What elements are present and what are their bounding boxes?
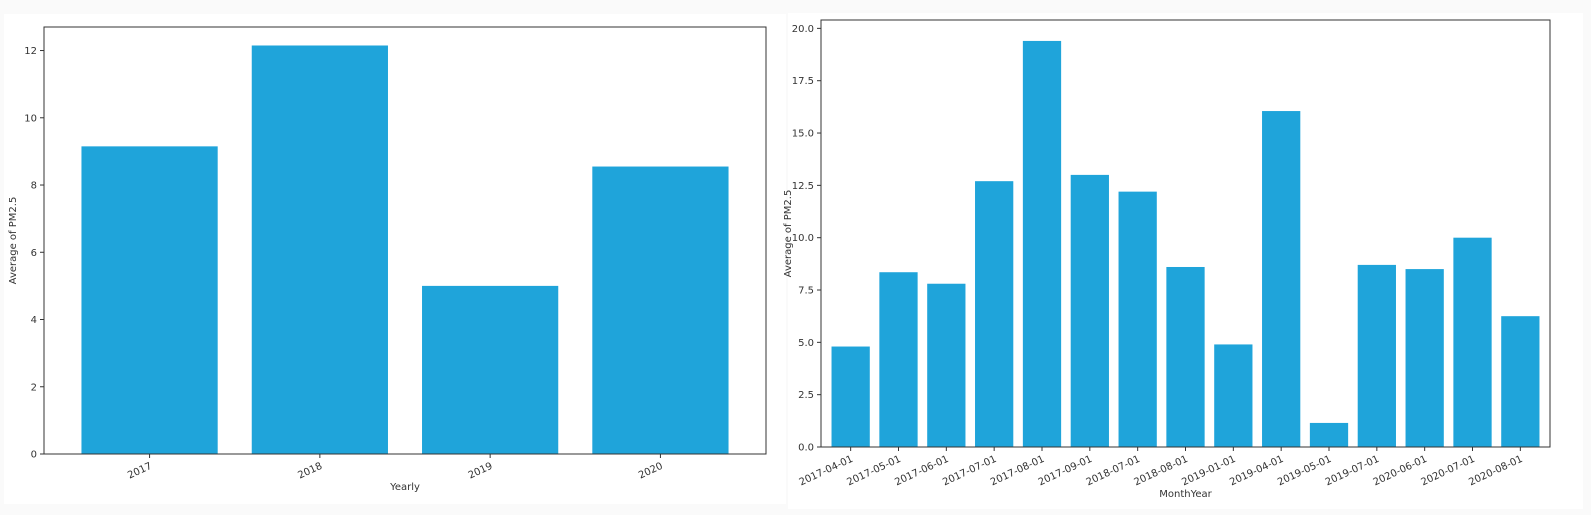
bar-2020	[592, 166, 729, 454]
y-tick-label: 10.0	[792, 233, 814, 244]
bar-2019	[422, 285, 559, 454]
bar-2019-01-01	[1214, 344, 1253, 447]
bar-2017-05-01	[879, 272, 918, 447]
bar-2017	[81, 146, 218, 454]
x-tick-label: 2017-05-01	[845, 454, 902, 489]
y-tick-label: 20.0	[792, 24, 814, 35]
bar-2018	[251, 45, 388, 454]
y-tick-label: 15.0	[792, 129, 814, 140]
bar-2019-04-01	[1262, 111, 1301, 448]
x-tick-label: 2019-05-01	[1276, 454, 1333, 489]
x-tick-label: 2019-04-01	[1228, 454, 1285, 489]
y-tick-label: 12.5	[792, 181, 814, 192]
x-tick-label: 2018-07-01	[1085, 454, 1142, 489]
x-tick-label: 2017-07-01	[941, 454, 998, 489]
x-tick-label: 2017-09-01	[1037, 454, 1094, 489]
y-tick-label: 5.0	[798, 338, 814, 349]
x-axis-label: MonthYear	[1159, 489, 1212, 500]
x-tick-label: 2018-08-01	[1132, 454, 1189, 489]
yearly-chart-panel: 0 2 4 6 8 10 12 2017 2018 2019 2020 Yearly Average o…	[4, 14, 786, 504]
x-tick-label: 2019-07-01	[1324, 454, 1381, 489]
y-tick-label: 8	[31, 181, 37, 192]
x-tick-label: 2019-01-01	[1180, 454, 1237, 489]
bar-2020-06-01	[1405, 269, 1444, 447]
x-tick-label: 2018	[296, 461, 324, 482]
x-tick-label: 2017-08-01	[989, 454, 1046, 489]
x-tick-label: 2020-08-01	[1467, 454, 1524, 489]
bar-2019-05-01	[1309, 422, 1349, 447]
x-tick-label: 2020-06-01	[1372, 454, 1429, 489]
bar-2017-09-01	[1070, 174, 1109, 447]
x-tick-label: 2020-07-01	[1419, 454, 1476, 489]
monthly-chart-panel: 0.0 2.5 5.0 7.5 10.0 12.5 15.0 17.5 20.0 2017-04-…	[783, 13, 1583, 509]
bar-2020-08-01	[1501, 316, 1540, 447]
x-tick-label: 2020	[637, 461, 665, 482]
y-tick-label: 0.0	[798, 443, 814, 454]
bar-2018-07-01	[1118, 191, 1157, 447]
bar-2018-08-01	[1166, 266, 1205, 447]
y-axis-label: Average of PM2.5	[8, 197, 19, 285]
y-axis-label: Average of PM2.5	[783, 190, 794, 278]
y-tick-label: 2.5	[798, 390, 814, 401]
y-tick-label: 2	[31, 382, 37, 393]
yearly-pm25-bar-chart: 0 2 4 6 8 10 12 2017 2018 2019 2020 Yearly Average o…	[8, 26, 767, 493]
x-axis-label: Yearly	[389, 482, 420, 493]
monthly-pm25-bar-chart: 0.0 2.5 5.0 7.5 10.0 12.5 15.0 17.5 20.0 2017-04-…	[783, 19, 1551, 500]
x-tick-label: 2017-04-01	[798, 454, 855, 489]
y-tick-label: 17.5	[792, 76, 814, 87]
x-tick-label: 2017-06-01	[893, 454, 950, 489]
plot-frame	[43, 26, 767, 455]
y-tick-label: 10	[24, 113, 37, 124]
bar-2020-07-01	[1453, 237, 1492, 447]
x-tick-label: 2017	[126, 461, 154, 482]
y-tick-label: 4	[31, 315, 37, 326]
bar-2019-07-01	[1357, 264, 1396, 447]
x-tick-label: 2019	[467, 461, 495, 482]
y-tick-label: 6	[31, 248, 37, 259]
bar-2017-08-01	[1022, 40, 1062, 448]
y-tick-label: 0	[31, 450, 37, 461]
y-tick-label: 12	[24, 46, 37, 57]
y-tick-label: 7.5	[798, 286, 814, 297]
bar-2017-04-01	[831, 346, 870, 447]
bar-2017-07-01	[975, 181, 1014, 447]
bar-2017-06-01	[927, 283, 966, 447]
